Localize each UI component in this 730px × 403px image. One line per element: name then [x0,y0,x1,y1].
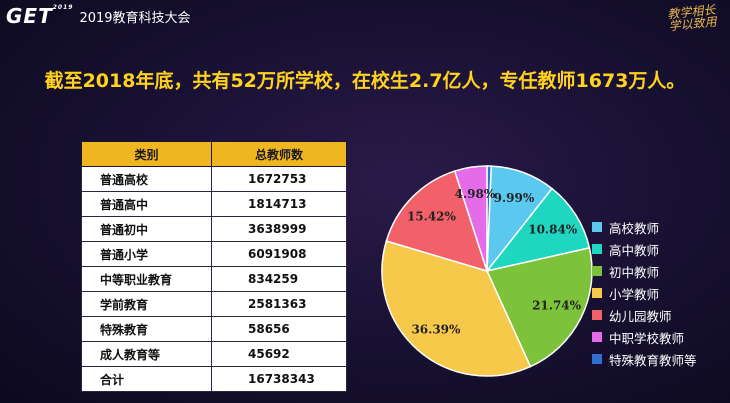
category-cell: 普通高中 [81,191,212,217]
pie-chart: 9.99% 10.84% 21.74% 36.39% 15.42% 4.98% 0.62% [372,160,730,403]
header-total-teachers: 总教师数 [211,141,347,167]
pie-label-3: 36.39% [411,323,461,337]
pie-slice-6 [486,165,492,272]
legend-swatch [592,332,602,342]
pie-slice-1 [485,187,591,273]
brand: GET2019 2019教育科技大会 [6,4,191,28]
legend-swatch [592,310,602,320]
pie-label-4: 15.42% [407,210,457,224]
table-header-row: 类别 总教师数 [81,141,347,167]
teacher-stats-table: 类别 总教师数 普通高校 1672753 普通高中 1814713 普通初中 3638… [81,141,347,392]
legend-item: 高中教师 [592,238,697,260]
count-cell: 3638999 [211,216,347,242]
legend-label: 初中教师 [609,264,660,280]
legend-item: 中职学校教师 [592,326,697,348]
legend-label: 高中教师 [609,242,660,258]
count-cell: 58656 [211,316,347,342]
legend-swatch [592,288,602,298]
legend-swatch [592,354,602,364]
category-cell: 普通初中 [81,216,212,242]
category-cell: 普通小学 [81,241,212,267]
legend-item: 特殊教育教师等 [592,348,697,370]
pie-label-5: 4.98% [455,187,496,201]
table-row: 普通小学 6091908 [81,241,347,267]
table-row: 普通高校 1672753 [81,166,347,192]
category-cell: 成人教育等 [81,341,212,367]
category-cell: 合计 [81,366,212,392]
category-cell: 普通高校 [81,166,212,192]
table-row: 特殊教育 58656 [81,316,347,342]
category-cell: 中等职业教育 [81,266,212,292]
count-cell: 16738343 [211,366,347,392]
pie-label-6: 0.62% [469,160,510,162]
legend-label: 幼儿园教师 [609,308,672,324]
pie-slice-4 [385,170,489,273]
table-row: 普通初中 3638999 [81,216,347,242]
pie-chart-svg: 9.99% 10.84% 21.74% 36.39% 15.42% 4.98% 0.62% [381,160,593,377]
category-cell: 特殊教育 [81,316,212,342]
slogan-line-2: 学以致用 [668,14,718,34]
legend-swatch [592,244,602,254]
count-cell: 1814713 [211,191,347,217]
chart-legend: 高校教师高中教师初中教师小学教师幼儿园教师中职学校教师 特殊教育教师等 [592,216,697,370]
headline: 截至2018年底，共有52万所学校，在校生2.7亿人，专任教师1673万人。 [44,70,686,92]
legend-label: 特殊教育教师等 [609,352,697,368]
legend-item: 小学教师 [592,282,697,304]
legend-item: 初中教师 [592,260,697,282]
logo: GET2019 [6,4,74,28]
pie-label-0: 9.99% [494,191,535,205]
count-cell: 1672753 [211,166,347,192]
header-category: 类别 [81,141,212,167]
legend-item: 高校教师 [592,216,697,238]
count-cell: 45692 [211,341,347,367]
count-cell: 834259 [211,266,347,292]
slogan: 教学相长 学以致用 [667,3,718,34]
table-row: 学前教育 2581363 [81,291,347,317]
pie-slice-2 [485,247,593,368]
pie-slice-3 [381,240,532,377]
legend-swatch [592,222,602,232]
table-row: 中等职业教育 834259 [81,266,347,292]
count-cell: 2581363 [211,291,347,317]
legend-label: 高校教师 [609,220,660,236]
legend-swatch [592,266,602,276]
table-row: 普通高中 1814713 [81,191,347,217]
table-row: 成人教育等 45692 [81,341,347,367]
table-total-row: 合计 16738343 [81,366,347,392]
category-cell: 学前教育 [81,291,212,317]
legend-label: 小学教师 [609,286,660,302]
pie-label-2: 21.74% [532,299,582,313]
count-cell: 6091908 [211,241,347,267]
pie-label-1: 10.84% [528,223,578,237]
legend-label: 中职学校教师 [609,330,685,346]
legend-item: 幼儿园教师 [592,304,697,326]
event-name: 2019教育科技大会 [79,10,191,26]
